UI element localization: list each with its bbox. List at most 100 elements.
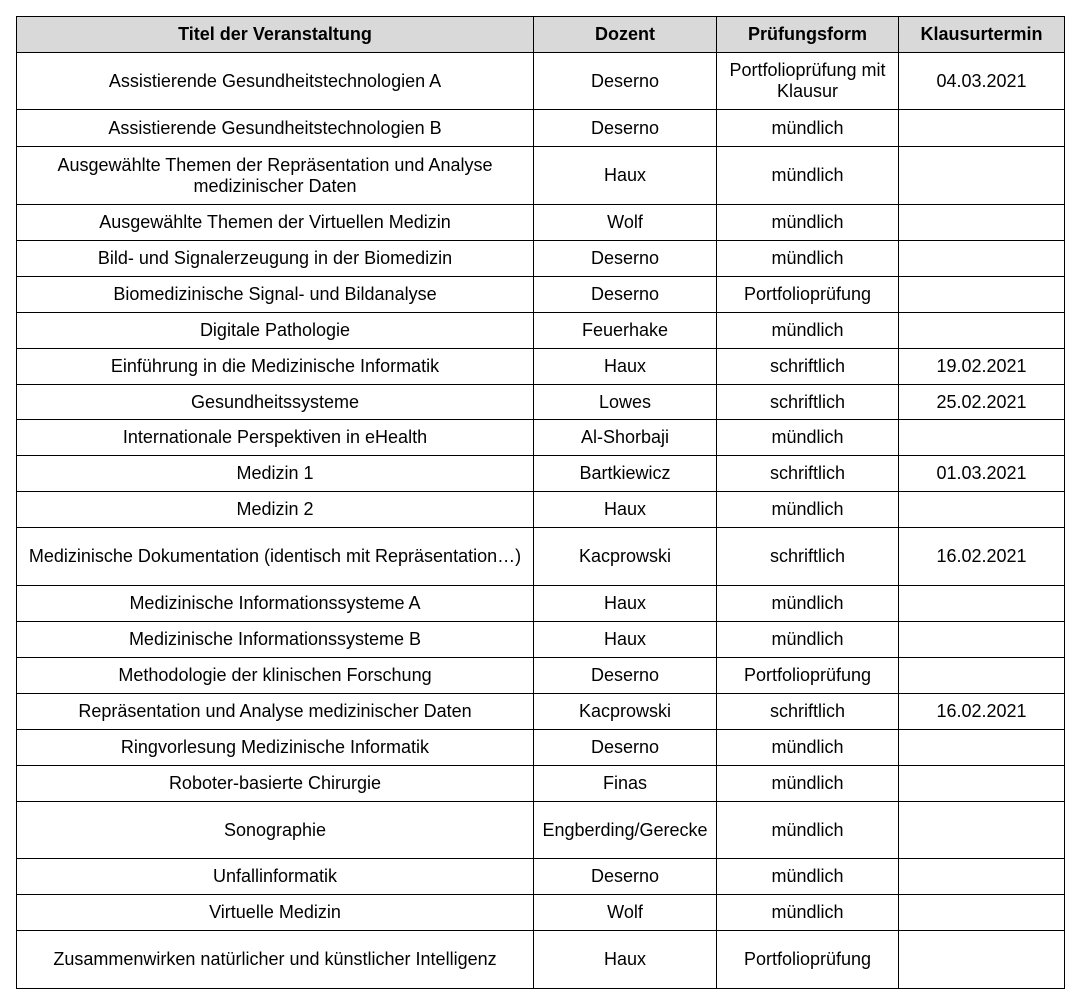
table-cell — [898, 894, 1065, 931]
table-cell — [898, 240, 1065, 277]
table-row: Ringvorlesung Medizinische Informatik Des… — [16, 729, 1065, 766]
table-cell: Medizin 2 — [16, 491, 534, 528]
table-cell: Feuerhake — [533, 312, 717, 349]
table-cell: Medizin 1 — [16, 455, 534, 492]
table-cell: mündlich — [716, 109, 899, 147]
table-row: Zusammenwirken natürlicher und künstlich… — [16, 930, 1065, 989]
table-cell: Biomedizinische Signal- und Bildanalyse — [16, 276, 534, 313]
table-cell: Assistierende Gesundheitstechnologien A — [16, 52, 534, 110]
table-cell — [898, 765, 1065, 802]
table-cell: mündlich — [716, 491, 899, 528]
table-row: Medizin 2 Haux mündlich — [16, 491, 1065, 528]
table-row: Unfallinformatik Deserno mündlich — [16, 858, 1065, 895]
table-cell — [898, 801, 1065, 859]
table-cell: 25.02.2021 — [898, 384, 1065, 420]
table-cell: Haux — [533, 491, 717, 528]
table-cell: Ausgewählte Themen der Repräsentation un… — [16, 146, 534, 205]
table-cell: Haux — [533, 930, 717, 989]
table-cell: Zusammenwirken natürlicher und künstlich… — [16, 930, 534, 989]
table-cell: 16.02.2021 — [898, 527, 1065, 586]
table-cell: mündlich — [716, 729, 899, 766]
table-cell: Wolf — [533, 894, 717, 931]
table-cell: Portfolioprüfung mit Klausur — [716, 52, 899, 110]
table-cell — [898, 657, 1065, 694]
column-header: Prüfungsform — [716, 16, 899, 53]
table-cell: Portfolioprüfung — [716, 276, 899, 313]
table-cell — [898, 585, 1065, 622]
table-cell: Gesundheitssysteme — [16, 384, 534, 420]
table-cell: mündlich — [716, 585, 899, 622]
table-cell — [898, 276, 1065, 313]
table-cell: Finas — [533, 765, 717, 802]
column-header: Klausurtermin — [898, 16, 1065, 53]
table-cell — [898, 930, 1065, 989]
table-cell: schriftlich — [716, 455, 899, 492]
table-cell: Deserno — [533, 657, 717, 694]
table-cell — [898, 204, 1065, 241]
table-row: Methodologie der klinischen Forschung Des… — [16, 657, 1065, 694]
table-cell — [898, 621, 1065, 658]
table-cell: Unfallinformatik — [16, 858, 534, 895]
table-cell: Deserno — [533, 858, 717, 895]
table-cell: Portfolioprüfung — [716, 657, 899, 694]
table-cell: mündlich — [716, 894, 899, 931]
table-cell: Engberding/Gerecke — [533, 801, 717, 859]
table-cell: Methodologie der klinischen Forschung — [16, 657, 534, 694]
table-cell — [898, 419, 1065, 456]
table-cell: Haux — [533, 146, 717, 205]
table-cell: mündlich — [716, 240, 899, 277]
table-row: Bild- und Signalerzeugung in der Biomedi… — [16, 240, 1065, 277]
table-cell — [898, 491, 1065, 528]
table-cell: mündlich — [716, 765, 899, 802]
table-cell: schriftlich — [716, 384, 899, 420]
table-cell: Deserno — [533, 276, 717, 313]
table-cell: Medizinische Informationssysteme B — [16, 621, 534, 658]
table-row: Roboter-basierte Chirurgie Finas mündlich — [16, 765, 1065, 802]
table-row: Ausgewählte Themen der Repräsentation un… — [16, 146, 1065, 205]
table-cell: Deserno — [533, 729, 717, 766]
table-cell: Deserno — [533, 52, 717, 110]
column-header: Titel der Veranstaltung — [16, 16, 534, 53]
table-cell: 04.03.2021 — [898, 52, 1065, 110]
table-cell — [898, 312, 1065, 349]
exam-table: Titel der Veranstaltung Dozent Prüfungsfor… — [16, 16, 1065, 989]
header-row: Titel der Veranstaltung Dozent Prüfungsfor… — [16, 16, 1065, 53]
table-row: Digitale Pathologie Feuerhake mündlich — [16, 312, 1065, 349]
table-cell: mündlich — [716, 858, 899, 895]
table-cell: Kacprowski — [533, 527, 717, 586]
table-cell: schriftlich — [716, 348, 899, 385]
table-cell: Digitale Pathologie — [16, 312, 534, 349]
table-row: Medizinische Informationssysteme A Haux mü… — [16, 585, 1065, 622]
table-row: Virtuelle Medizin Wolf mündlich — [16, 894, 1065, 931]
table-row: Internationale Perspektiven in eHealth Al… — [16, 419, 1065, 456]
table-cell: Haux — [533, 621, 717, 658]
table-cell: Portfolioprüfung — [716, 930, 899, 989]
table-cell: Al-Shorbaji — [533, 419, 717, 456]
table-cell: Haux — [533, 348, 717, 385]
table-row: Repräsentation und Analyse medizinischer… — [16, 693, 1065, 730]
table-cell: Medizinische Dokumentation (identisch mi… — [16, 527, 534, 586]
table-cell: mündlich — [716, 801, 899, 859]
table-row: Biomedizinische Signal- und Bildanalyse D… — [16, 276, 1065, 313]
table-cell: Medizinische Informationssysteme A — [16, 585, 534, 622]
table-row: Ausgewählte Themen der Virtuellen Medizi… — [16, 204, 1065, 241]
table-row: Medizinische Dokumentation (identisch mi… — [16, 527, 1065, 586]
table-cell: Deserno — [533, 240, 717, 277]
table-cell: 16.02.2021 — [898, 693, 1065, 730]
table-cell: Einführung in die Medizinische Informati… — [16, 348, 534, 385]
table-cell: Deserno — [533, 109, 717, 147]
table-cell: Kacprowski — [533, 693, 717, 730]
table-row: Medizin 1 Bartkiewicz schriftlich 01.03.202… — [16, 455, 1065, 492]
table-cell: Ringvorlesung Medizinische Informatik — [16, 729, 534, 766]
column-header: Dozent — [533, 16, 717, 53]
table-cell: mündlich — [716, 621, 899, 658]
table-cell: Sonographie — [16, 801, 534, 859]
table-cell — [898, 858, 1065, 895]
table-cell: Lowes — [533, 384, 717, 420]
table-cell: schriftlich — [716, 527, 899, 586]
table-cell: mündlich — [716, 419, 899, 456]
table-cell: Assistierende Gesundheitstechnologien B — [16, 109, 534, 147]
table-cell: Bild- und Signalerzeugung in der Biomedi… — [16, 240, 534, 277]
